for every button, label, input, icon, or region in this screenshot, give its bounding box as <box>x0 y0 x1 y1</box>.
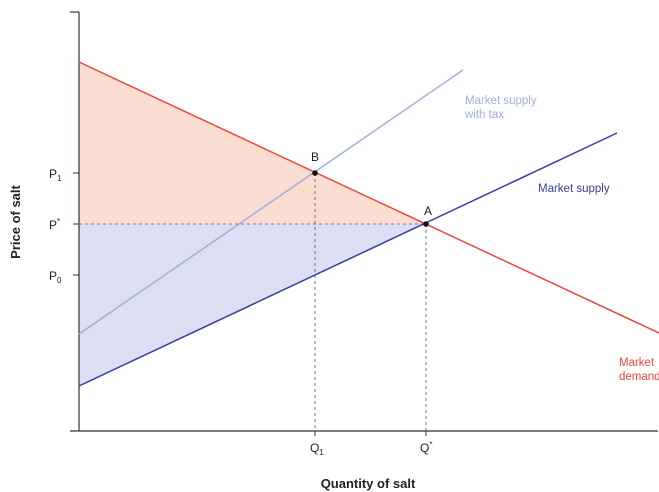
x-tick-qstar: Q* <box>420 440 432 455</box>
market-supply-curve <box>78 132 618 387</box>
y-tick-p0: P0 <box>49 269 62 285</box>
x-tick-qstar-main: Q <box>420 441 429 455</box>
supply-with-tax-label: Market supply with tax <box>464 95 540 121</box>
x-tick-qstar-sup: * <box>429 440 432 449</box>
x-tick-q1-sub: 1 <box>319 448 324 457</box>
y-tick-pstar-main: P <box>49 218 57 232</box>
market-demand-label-line2: demand <box>619 371 659 383</box>
market-demand-label: Market demand <box>619 357 659 383</box>
y-tick-p0-sub: 0 <box>57 276 62 285</box>
y-tick-p1-sub: 1 <box>57 174 62 183</box>
point-b-label: B <box>311 150 319 164</box>
x-tick-q1: Q1 <box>310 441 324 457</box>
y-tick-p1: P1 <box>49 167 62 183</box>
point-a-dot <box>423 221 429 227</box>
y-tick-p0-main: P <box>49 269 57 283</box>
point-b-dot <box>312 170 318 176</box>
y-tick-pstar: P* <box>49 217 60 232</box>
market-demand-curve <box>78 61 659 334</box>
x-tick-q1-main: Q <box>310 441 319 455</box>
supply-with-tax-label-line2: with tax <box>464 109 504 121</box>
x-axis-title: Quantity of salt <box>321 476 416 491</box>
y-axis-title: Price of salt <box>8 184 23 258</box>
market-demand-label-line1: Market <box>619 357 655 369</box>
y-tick-pstar-sup: * <box>57 217 60 226</box>
supply-with-tax-label-line1: Market supply <box>465 95 537 107</box>
market-supply-label: Market supply <box>538 183 610 195</box>
y-tick-p1-main: P <box>49 167 57 181</box>
market-supply-with-tax-curve <box>78 69 464 335</box>
point-a-label: A <box>424 204 432 218</box>
